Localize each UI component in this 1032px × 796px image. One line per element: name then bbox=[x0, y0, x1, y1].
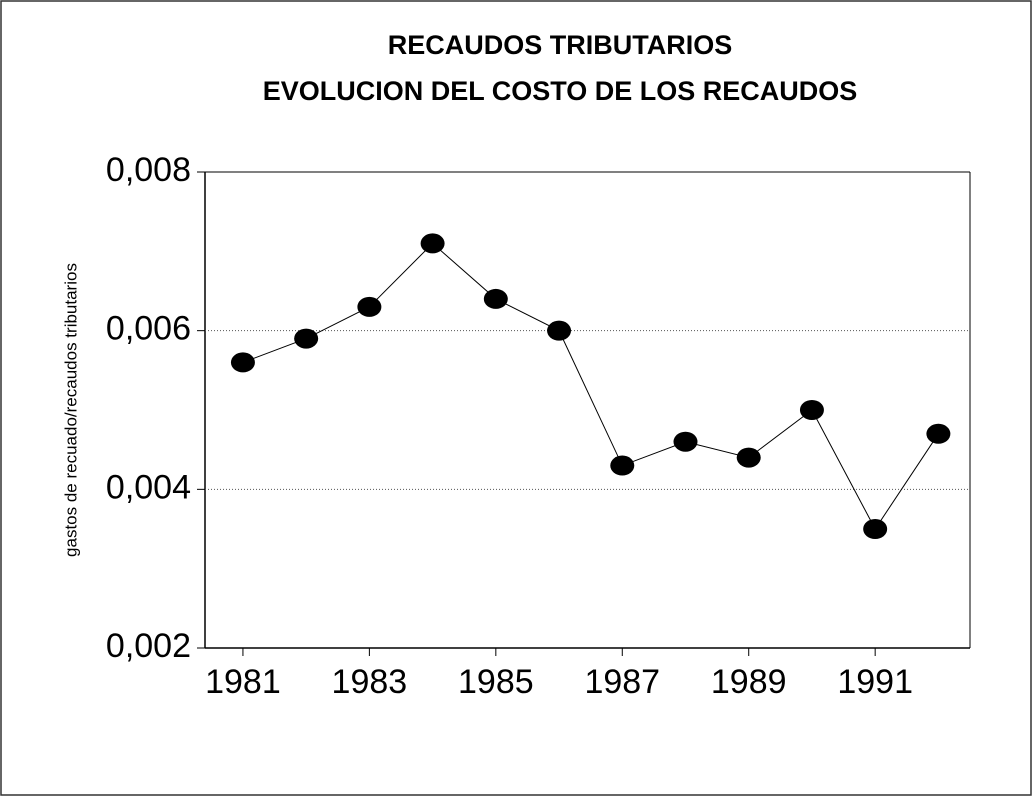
data-point bbox=[610, 455, 635, 476]
x-tick-label: 1983 bbox=[332, 663, 408, 701]
data-point bbox=[420, 233, 445, 254]
chart-title: RECAUDOS TRIBUTARIOS bbox=[388, 30, 733, 60]
data-point bbox=[673, 431, 698, 452]
x-tick-label: 1987 bbox=[584, 663, 660, 701]
x-tick-label: 1985 bbox=[458, 663, 534, 701]
y-tick-label: 0,008 bbox=[106, 151, 191, 189]
y-axis-label: gastos de recuado/recaudos tributarios bbox=[61, 263, 80, 557]
y-tick-label: 0,004 bbox=[106, 468, 191, 506]
data-point bbox=[357, 296, 382, 317]
data-point bbox=[926, 423, 951, 444]
x-tick-label: 1981 bbox=[205, 663, 281, 701]
data-point bbox=[294, 328, 319, 349]
data-line bbox=[242, 242, 939, 530]
chart-subtitle: EVOLUCION DEL COSTO DE LOS RECAUDOS bbox=[263, 76, 858, 106]
x-tick-label: 1991 bbox=[837, 663, 913, 701]
data-point bbox=[863, 519, 888, 539]
data-point bbox=[547, 320, 572, 341]
data-point bbox=[736, 447, 761, 468]
y-tick-label: 0,006 bbox=[106, 310, 191, 348]
y-tick-label: 0,002 bbox=[106, 627, 191, 665]
data-point bbox=[483, 288, 508, 309]
data-point bbox=[230, 352, 255, 373]
data-point bbox=[799, 400, 824, 420]
x-tick-label: 1989 bbox=[711, 663, 787, 701]
